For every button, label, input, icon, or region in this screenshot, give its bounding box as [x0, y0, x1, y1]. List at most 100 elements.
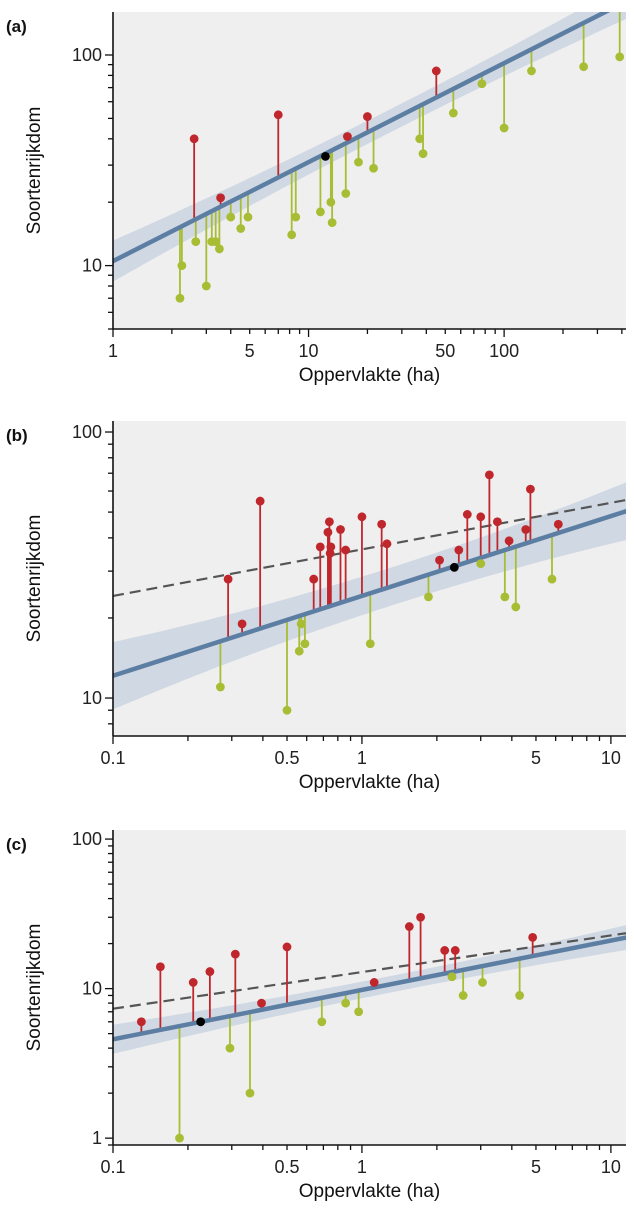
- fit-line: [113, 509, 626, 678]
- data-point-4: [191, 237, 201, 247]
- data-point-10: [315, 542, 325, 552]
- data-point-2: [155, 962, 165, 972]
- data-point-22: [435, 555, 444, 565]
- data-point-17: [321, 151, 330, 161]
- data-point-26: [476, 559, 486, 569]
- x-tick-label-3: 1: [357, 1157, 367, 1177]
- data-point-6: [205, 967, 215, 976]
- data-point-12: [324, 517, 334, 527]
- x-tick-label-5: 100: [489, 341, 519, 361]
- data-point-27: [476, 512, 486, 522]
- data-point-13: [341, 998, 351, 1008]
- plot-area: [113, 470, 626, 715]
- data-point-31: [527, 66, 536, 76]
- y-axis-title: Soortenrijkdom: [24, 107, 45, 235]
- data-point-3: [175, 1133, 184, 1143]
- y-tick-label-1: 1: [92, 1128, 102, 1148]
- data-point-5: [196, 1017, 206, 1027]
- data-point-17: [357, 512, 367, 522]
- x-tick-label-1: 0.1: [100, 748, 125, 768]
- data-point-4: [188, 978, 198, 987]
- x-tick-label-1: 1: [108, 341, 118, 361]
- data-point-7: [225, 1043, 235, 1053]
- data-point-16: [316, 207, 325, 217]
- data-point-2: [177, 261, 187, 270]
- data-point-7: [211, 237, 221, 247]
- data-point-14: [326, 542, 336, 552]
- data-point-22: [478, 978, 487, 987]
- data-point-20: [450, 946, 460, 955]
- dashed-reference-line: [113, 498, 626, 598]
- data-point-27: [431, 66, 441, 76]
- data-point-20: [382, 539, 392, 549]
- data-point-6: [294, 646, 304, 656]
- data-point-20: [341, 189, 351, 198]
- data-point-19: [377, 519, 387, 529]
- data-point-12: [317, 1017, 327, 1027]
- x-tick-label-2: 0.5: [274, 748, 299, 768]
- data-point-1: [175, 293, 185, 303]
- data-point-16: [404, 922, 414, 931]
- data-point-30: [500, 592, 510, 602]
- data-point-15: [336, 525, 345, 534]
- y-axis-title: Soortenrijkdom: [24, 924, 45, 1052]
- data-point-33: [521, 525, 531, 534]
- panel-label: (a): [6, 17, 27, 36]
- x-tick-label-5: 10: [601, 748, 621, 768]
- data-point-4: [255, 496, 265, 506]
- y-tick-label-3: 100: [72, 829, 102, 849]
- x-axis-title: Oppervlakte (ha): [299, 772, 441, 793]
- x-tick-label-4: 5: [531, 1157, 541, 1177]
- data-point-31: [504, 536, 514, 546]
- data-point-1: [136, 1017, 146, 1027]
- data-point-15: [369, 978, 379, 987]
- data-point-8: [300, 639, 310, 649]
- data-point-9: [245, 1088, 255, 1098]
- data-point-17: [416, 912, 425, 922]
- data-point-33: [615, 52, 625, 62]
- y-tick-label-1: 10: [82, 688, 102, 708]
- data-point-12: [243, 212, 253, 222]
- data-point-36: [553, 519, 563, 529]
- data-point-8: [230, 949, 240, 959]
- data-point-14: [354, 1007, 364, 1017]
- panel-label: (c): [6, 835, 27, 854]
- chart-panel-3: 1 10 100 0.1 0.5 1 5 10 Oppervlakte (ha) Soortenr…: [6, 829, 626, 1202]
- data-point-25: [415, 134, 425, 144]
- data-point-11: [282, 942, 292, 952]
- data-point-21: [343, 132, 352, 141]
- data-point-23: [515, 991, 525, 1000]
- data-point-3: [189, 134, 199, 144]
- data-point-29: [492, 517, 502, 527]
- data-point-30: [499, 123, 509, 133]
- data-point-3: [237, 619, 247, 629]
- plot-area: [113, 12, 626, 303]
- data-point-24: [528, 933, 538, 942]
- data-point-8: [214, 244, 224, 254]
- data-point-23: [449, 562, 459, 572]
- data-point-18: [326, 197, 336, 207]
- y-axis-title: Soortenrijkdom: [24, 515, 45, 643]
- data-point-13: [273, 110, 283, 120]
- data-point-21: [458, 991, 468, 1000]
- x-axis-title: Oppervlakte (ha): [299, 1181, 441, 1202]
- data-point-24: [369, 163, 378, 173]
- data-point-14: [287, 230, 297, 240]
- data-point-26: [418, 149, 428, 159]
- x-tick-label-4: 5: [531, 748, 541, 768]
- data-point-18: [440, 946, 450, 955]
- panel-label: (b): [6, 426, 28, 445]
- data-point-11: [236, 224, 246, 233]
- dashed-reference-line: [113, 932, 626, 1010]
- data-point-13: [325, 548, 335, 558]
- data-point-34: [526, 484, 535, 494]
- data-point-32: [579, 62, 589, 72]
- data-point-25: [462, 510, 472, 519]
- data-point-10: [226, 212, 236, 222]
- chart-panel-2: 10 100 0.1 0.5 1 5 10 Oppervlakte (ha) Soortenri…: [6, 421, 626, 793]
- x-tick-label-3: 10: [299, 341, 319, 361]
- data-point-9: [216, 193, 226, 203]
- plot-area: [113, 912, 626, 1143]
- x-tick-label-3: 1: [357, 748, 367, 768]
